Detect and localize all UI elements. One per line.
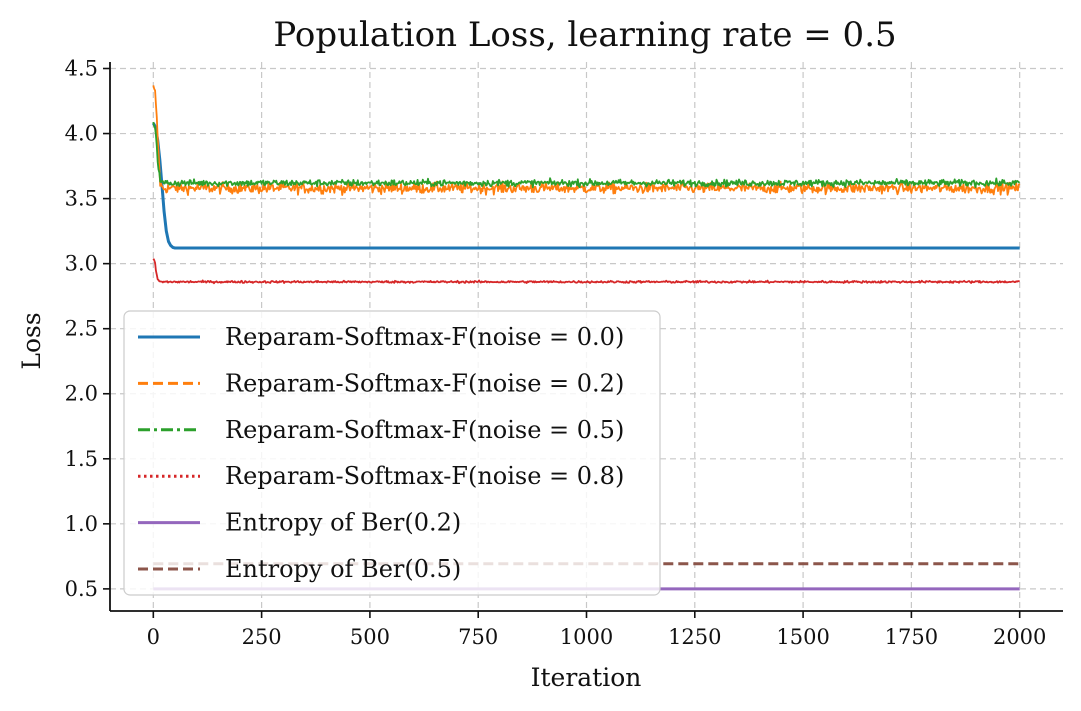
y-tick-label: 0.5: [65, 577, 98, 601]
series-line-3: [152, 121, 1020, 189]
legend-label: Entropy of Ber(0.2): [225, 509, 461, 537]
x-tick-label: 1750: [885, 625, 938, 649]
x-tick-label: 1500: [776, 625, 829, 649]
y-axis-label: Loss: [17, 312, 46, 369]
legend-label: Entropy of Ber(0.5): [225, 555, 461, 583]
chart-title: Population Loss, learning rate = 0.5: [273, 15, 896, 55]
legend-label: Reparam-Softmax-F(noise = 0.0): [225, 323, 624, 351]
legend-label: Reparam-Softmax-F(noise = 0.5): [225, 416, 624, 444]
x-tick-label: 750: [458, 625, 498, 649]
x-tick-label: 0: [147, 625, 160, 649]
x-tick-label: 2000: [993, 625, 1046, 649]
axes: [103, 62, 1063, 618]
y-tick-label: 4.5: [65, 57, 98, 81]
y-tick-label: 3.5: [65, 187, 98, 211]
y-tick-label: 1.5: [65, 447, 98, 471]
tick-labels: 0 250 500 750 1000 1250 1500 1750 2000 0.5 1.0 1.5 2…: [65, 57, 1047, 649]
y-tick-label: 3.0: [65, 252, 98, 276]
x-tick-label: 250: [242, 625, 282, 649]
series-line-2: [152, 85, 1021, 196]
x-tick-label: 1000: [560, 625, 613, 649]
y-tick-label: 2.0: [65, 382, 98, 406]
y-tick-label: 4.0: [65, 122, 98, 146]
y-tick-label: 1.0: [65, 512, 98, 536]
legend-label: Reparam-Softmax-F(noise = 0.2): [225, 369, 624, 397]
legend: Reparam-Softmax-F(noise = 0.0) Reparam-So…: [123, 310, 661, 596]
y-tick-label: 2.5: [65, 317, 98, 341]
series-line-4: [152, 258, 1020, 285]
x-axis-label: Iteration: [531, 663, 642, 692]
x-tick-label: 1250: [668, 625, 721, 649]
x-tick-label: 500: [350, 625, 390, 649]
legend-box: [123, 310, 661, 596]
legend-label: Reparam-Softmax-F(noise = 0.8): [225, 462, 624, 490]
